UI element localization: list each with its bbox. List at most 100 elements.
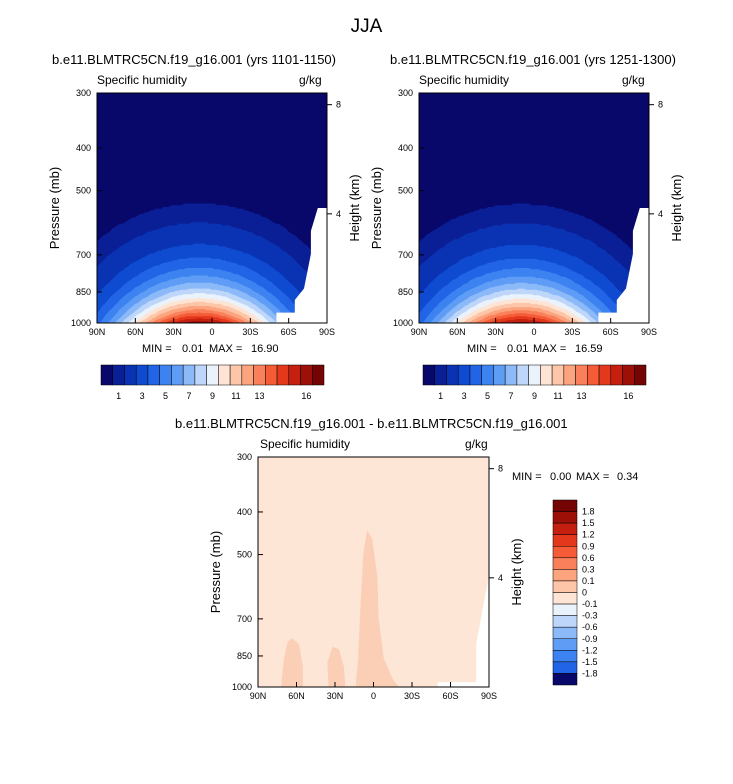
p3-anomaly-region [355,530,400,687]
p2-xtick-label: 90N [250,691,267,701]
panel3-min-label: MIN = [512,471,542,483]
p1-ytick-label: 400 [398,143,413,153]
p3-colorbar-label: 1.5 [582,518,595,528]
p2-xtick-label: 60S [442,691,458,701]
p0-ytick-label: 500 [76,186,91,196]
p0-colorbar-label: 11 [231,391,240,401]
p1-colorbar-label: 3 [462,391,467,401]
p3-colorbar-label: 1.8 [582,507,595,517]
p0-colorbar-swatch [312,364,325,386]
p3-colorbar-swatch [552,546,578,559]
p1-xtick-label: 60N [449,327,466,337]
p3-colorbar-swatch [552,603,578,616]
p0-xtick-label: 90S [319,327,335,337]
p3-colorbar-label: 0.3 [582,564,595,574]
p1-ytick-label: 700 [398,250,413,260]
panel2-max-value: 16.59 [575,343,603,355]
p1-ytick-label: 300 [398,88,413,98]
p0-yrtick-label: 4 [336,209,341,219]
p1-yrtick-label: 8 [658,100,663,110]
panel3-max-label: MAX = [576,471,610,483]
p3-colorbar-label: -1.8 [582,668,598,678]
p3-colorbar-label: -1.5 [582,657,598,667]
p3-colorbar-label: -1.2 [582,645,598,655]
p3-colorbar-swatch [552,592,578,605]
panel1-max-label: MAX = [209,343,243,355]
p1-xtick-label: 90S [641,327,657,337]
p0-ytick-label: 850 [76,287,91,297]
p2-frame [257,456,490,688]
p3-colorbar-label: 0 [582,588,587,598]
p2-xtick-label: 0 [371,691,376,701]
p0-ytick-label: 300 [76,88,91,98]
p0-xtick-label: 30N [165,327,182,337]
p3-missing-data [437,576,489,687]
p2-xtick-label: 90S [481,691,497,701]
p3-colorbar-swatch [552,673,578,686]
p2-ytick-label: 1000 [232,682,252,692]
p2-ytick-label: 700 [237,614,252,624]
p3-colorbar-swatch [552,499,578,512]
p0-colorbar-label: 5 [163,391,168,401]
p0-xtick-label: 90N [89,327,106,337]
p3-colorbar-swatch [552,580,578,593]
panel3-units-label: g/kg [465,437,488,451]
panel1-units-label: g/kg [299,73,322,87]
p1-xtick-label: 90N [411,327,428,337]
p0-ytick-label: 1000 [71,318,91,328]
p3-colorbar-label: 0.9 [582,541,595,551]
p3-colorbar-swatch [552,522,578,535]
p1-ylabel-right: Height (km) [669,174,684,241]
p0-xtick-label: 60S [281,327,297,337]
p0-ytick-label: 400 [76,143,91,153]
p0-colorbar-label: 16 [301,391,311,401]
panel2-variable-label: Specific humidity [419,73,510,87]
p0-colorbar-label: 1 [116,391,121,401]
p1-ylabel: Pressure (mb) [369,167,384,249]
p2-ytick-label: 300 [237,452,252,462]
panel1-min-value: 0.01 [182,343,204,355]
p3-colorbar-swatch [552,557,578,570]
p2-xtick-label: 60N [288,691,305,701]
panel2-min-label: MIN = [467,343,497,355]
panel3-title: b.e11.BLMTRC5CN.f19_g16.001 - b.e11.BLMT… [175,416,568,431]
p2-xtick-label: 30S [404,691,420,701]
p0-xtick-label: 60N [127,327,144,337]
p1-colorbar-label: 13 [576,391,586,401]
p1-colorbar-label: 9 [532,391,537,401]
panel1-min-label: MIN = [142,343,172,355]
panel3-max-value: 0.34 [617,471,639,483]
p1-missing-data [598,208,649,323]
p3-colorbar-swatch [552,534,578,547]
p3-colorbar-label: -0.6 [582,622,598,632]
p0-ylabel-right: Height (km) [347,174,362,241]
p3-colorbar-label: -0.3 [582,611,598,621]
p3-anomaly-region [327,646,346,687]
p3-colorbar-label: 0.6 [582,553,595,563]
p3-colorbar-label: -0.1 [582,599,598,609]
p1-yrtick-label: 4 [658,209,663,219]
p1-xtick-label: 0 [531,327,536,337]
p2-ytick-label: 400 [237,507,252,517]
panel2-min-value: 0.01 [507,343,529,355]
p3-colorbar-swatch [552,638,578,651]
figure-title: JJA [350,16,383,37]
p1-ytick-label: 1000 [393,318,413,328]
p3-colorbar-label: -0.9 [582,634,598,644]
panel1-title: b.e11.BLMTRC5CN.f19_g16.001 (yrs 1101-11… [52,52,336,67]
p1-colorbar-label: 11 [553,391,562,401]
p0-yrtick-label: 8 [336,100,341,110]
p3-colorbar-swatch [552,661,578,674]
p0-xtick-label: 30S [242,327,258,337]
p1-colorbar-label: 1 [438,391,443,401]
panel3-variable-label: Specific humidity [260,437,351,451]
p1-ytick-label: 850 [398,287,413,297]
p2-yrtick-label: 4 [498,573,503,583]
p2-ytick-label: 850 [237,651,252,661]
p1-colorbar-label: 5 [485,391,490,401]
p3-colorbar-swatch [552,569,578,582]
p1-xtick-label: 30S [564,327,580,337]
